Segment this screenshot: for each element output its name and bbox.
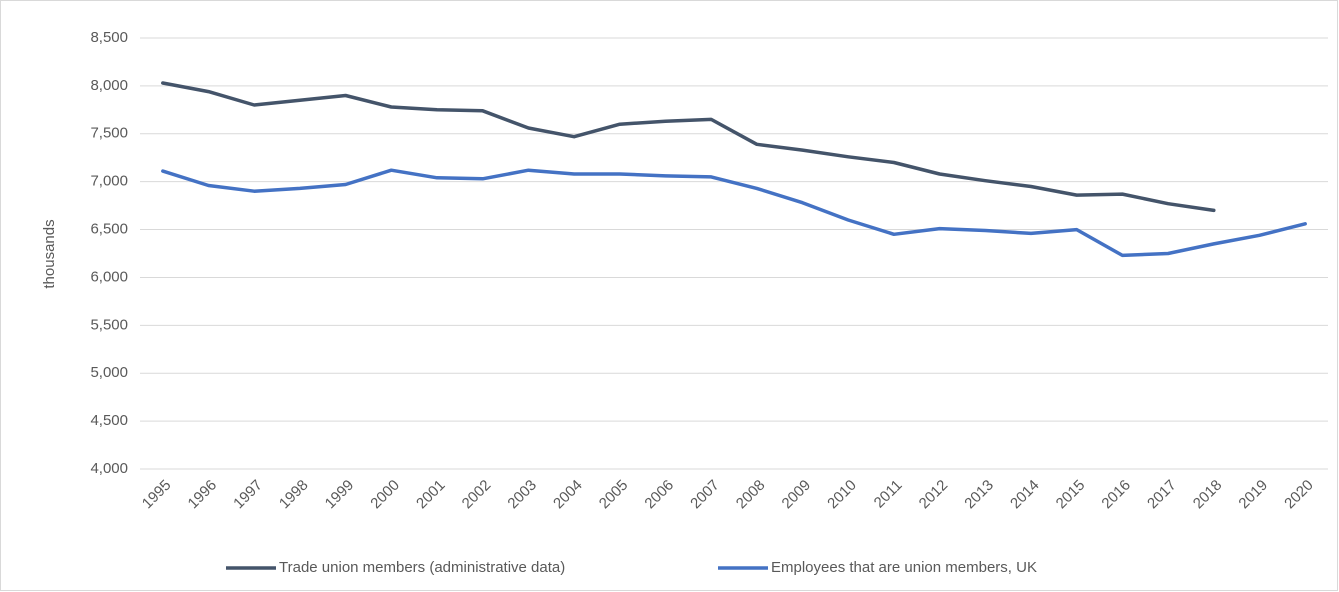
y-tick-label: 5,500 — [90, 316, 128, 333]
y-tick-label: 6,500 — [90, 221, 128, 238]
legend-label: Employees that are union members, UK — [771, 559, 1037, 576]
y-tick-label: 8,500 — [90, 29, 128, 46]
y-tick-label: 4,500 — [90, 412, 128, 429]
y-tick-label: 8,000 — [90, 77, 128, 94]
legend-label: Trade union members (administrative data… — [279, 559, 565, 576]
y-tick-label: 5,000 — [90, 364, 128, 381]
series-line — [161, 81, 1216, 213]
y-tick-label: 7,000 — [90, 173, 128, 190]
series-line — [161, 168, 1307, 258]
y-tick-label: 7,500 — [90, 125, 128, 142]
y-tick-label: 6,000 — [90, 268, 128, 285]
y-tick-label: 4,000 — [90, 460, 128, 477]
y-axis-label: thousands — [41, 219, 58, 288]
